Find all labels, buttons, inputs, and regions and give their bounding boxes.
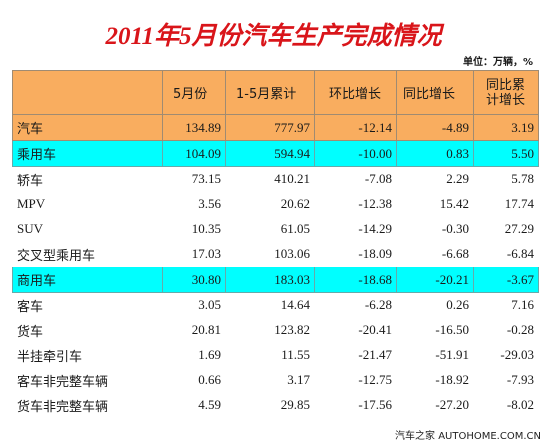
value-cell: 594.94	[225, 140, 315, 167]
table-row: 乘用车 104.09 594.94 -10.00 0.83 5.50	[12, 140, 539, 167]
value-cell: 0.66	[198, 372, 221, 387]
value-cell: 3.05	[198, 297, 221, 312]
value-cell: 5.50	[473, 140, 539, 167]
value-cell: 20.62	[280, 196, 310, 211]
column-header-mom: 环比增长	[314, 70, 397, 115]
table-header-row: 5月份 1-5月累计 环比增长 同比增长 同比累计增长	[12, 70, 539, 115]
value-cell: -6.84	[506, 246, 534, 261]
table-row: SUV 10.35 61.05 -14.29 -0.30 27.29	[13, 217, 539, 242]
value-cell: -18.09	[358, 246, 392, 261]
row-label: 汽车	[12, 114, 163, 141]
column-header-month: 5月份	[162, 70, 226, 115]
value-cell: 0.83	[396, 140, 474, 167]
row-label: 乘用车	[12, 140, 163, 167]
row-label: 客车	[17, 298, 44, 314]
table-row: 客车 3.05 14.64 -6.28 0.26 7.16	[13, 293, 539, 318]
value-cell: 73.15	[191, 171, 221, 186]
value-cell: -51.91	[435, 347, 469, 362]
table-row: 商用车 30.80 183.03 -18.68 -20.21 -3.67	[12, 266, 539, 293]
row-label: 商用车	[12, 266, 163, 293]
table-row: 货车 20.81 123.82 -20.41 -16.50 -0.28	[13, 318, 539, 343]
value-cell: -6.28	[364, 297, 392, 312]
value-cell: -18.92	[435, 372, 469, 387]
table-row: 客车非完整车辆 0.66 3.17 -12.75 -18.92 -7.93	[13, 368, 539, 393]
value-cell: 3.19	[473, 114, 539, 141]
value-cell: 15.42	[439, 196, 469, 211]
value-cell: 183.03	[225, 266, 315, 293]
value-cell: 29.85	[280, 397, 310, 412]
value-cell: 0.26	[446, 297, 469, 312]
value-cell: -12.14	[314, 114, 397, 141]
value-cell: 10.35	[191, 221, 221, 236]
table-row: 汽车 134.89 777.97 -12.14 -4.89 3.19	[12, 114, 539, 141]
value-cell: 123.82	[274, 322, 310, 337]
value-cell: -20.21	[396, 266, 474, 293]
row-label: 货车非完整车辆	[17, 398, 109, 414]
value-cell: -16.50	[435, 322, 469, 337]
value-cell: -0.30	[441, 221, 469, 236]
value-cell: 103.06	[274, 246, 310, 261]
table-row: 轿车 73.15 410.21 -7.08 2.29 5.78	[13, 167, 539, 192]
value-cell: -29.03	[500, 347, 534, 362]
row-label: 半挂牵引车	[17, 348, 83, 364]
value-cell: -17.56	[358, 397, 392, 412]
value-cell: 11.55	[281, 347, 310, 362]
value-cell: 410.21	[274, 171, 310, 186]
table-row: 交叉型乘用车 17.03 103.06 -18.09 -6.68 -6.84	[13, 242, 539, 267]
value-cell: 134.89	[162, 114, 226, 141]
value-cell: 17.74	[504, 196, 534, 211]
value-cell: -3.67	[473, 266, 539, 293]
value-cell: -7.93	[506, 372, 534, 387]
value-cell: -4.89	[396, 114, 474, 141]
value-cell: -7.08	[364, 171, 392, 186]
value-cell: -27.20	[435, 397, 469, 412]
value-cell: -12.75	[358, 372, 392, 387]
header-blank-cell	[12, 70, 163, 115]
value-cell: 2.29	[446, 171, 469, 186]
value-cell: 3.17	[287, 372, 310, 387]
unit-label: 单位：万辆，%	[462, 57, 533, 68]
value-cell: 17.03	[191, 246, 221, 261]
value-cell: -10.00	[314, 140, 397, 167]
column-header-yoy: 同比增长	[396, 70, 474, 115]
value-cell: -18.68	[314, 266, 397, 293]
value-cell: 30.80	[162, 266, 226, 293]
value-cell: 14.64	[280, 297, 310, 312]
value-cell: -8.02	[506, 397, 534, 412]
row-label: 交叉型乘用车	[17, 247, 96, 263]
value-cell: 27.29	[504, 221, 534, 236]
table-row: 货车非完整车辆 4.59 29.85 -17.56 -27.20 -8.02	[13, 393, 539, 418]
value-cell: 4.59	[198, 397, 221, 412]
value-cell: -12.38	[358, 196, 392, 211]
value-cell: 7.16	[511, 297, 534, 312]
value-cell: -14.29	[358, 221, 392, 236]
value-cell: -0.28	[506, 322, 534, 337]
production-table: 5月份 1-5月累计 环比增长 同比增长 同比累计增长 汽车 134.89 777.…	[12, 70, 539, 418]
value-cell: 20.81	[191, 322, 221, 337]
column-header-yoy-cumulative: 同比累计增长	[473, 70, 539, 115]
value-cell: -21.47	[358, 347, 392, 362]
value-cell: 61.05	[280, 221, 310, 236]
table-row: 半挂牵引车 1.69 11.55 -21.47 -51.91 -29.03	[13, 343, 539, 368]
column-header-ytd: 1-5月累计	[225, 70, 315, 115]
value-cell: -20.41	[358, 322, 392, 337]
value-cell: 104.09	[162, 140, 226, 167]
row-label: 货车	[17, 323, 44, 339]
row-label: MPV	[17, 196, 46, 211]
row-label: SUV	[17, 221, 44, 236]
page-title: 2011年5月份汽车生产完成情况	[105, 23, 442, 50]
row-label: 轿车	[17, 172, 44, 188]
value-cell: 3.56	[198, 196, 221, 211]
value-cell: -6.68	[441, 246, 469, 261]
value-cell: 777.97	[225, 114, 315, 141]
table-row: MPV 3.56 20.62 -12.38 15.42 17.74	[13, 192, 539, 217]
row-label: 客车非完整车辆	[17, 373, 109, 389]
value-cell: 1.69	[198, 347, 221, 362]
value-cell: 5.78	[511, 171, 534, 186]
watermark: 汽车之家 AUTOHOME.COM.CN	[395, 431, 541, 442]
